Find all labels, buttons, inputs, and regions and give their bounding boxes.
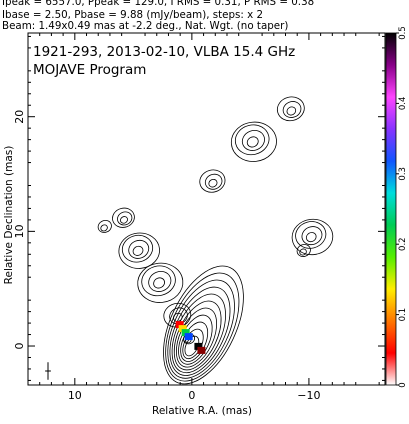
jet-contour bbox=[230, 121, 277, 162]
polarization-patch bbox=[197, 346, 206, 354]
y-tick-label: 0 bbox=[13, 343, 26, 350]
jet-contour bbox=[276, 96, 305, 122]
header-stats-line: Ipeak = 6557.0, Ppeak = 129.0, I RMS = 0… bbox=[2, 0, 315, 8]
jet-contour bbox=[141, 265, 176, 297]
y-axis-label: Relative Declination (mas) bbox=[3, 146, 15, 285]
jet-contour bbox=[117, 211, 133, 226]
core-contour bbox=[165, 272, 240, 382]
plot-title: 1921-293, 2013-02-10, VLBA 15.4 GHz bbox=[33, 44, 295, 60]
jet-contour bbox=[137, 262, 184, 303]
polarization-overlay bbox=[175, 321, 206, 354]
jet-contour bbox=[100, 224, 108, 232]
jet-contour bbox=[153, 277, 165, 289]
jet-contour bbox=[291, 218, 334, 256]
colorbar-tick-label: 0.5 bbox=[398, 26, 408, 40]
colorbar-tick-label: 0.2 bbox=[398, 237, 408, 251]
colorbar-tick-label: 0 bbox=[398, 382, 408, 387]
header-beam-line: Beam: 1.49x0.49 mas at -2.2 deg., Nat. W… bbox=[2, 20, 289, 32]
jet-contour bbox=[282, 101, 302, 118]
colorbar-tick-label: 0.1 bbox=[398, 308, 408, 322]
jet-contour bbox=[234, 124, 270, 156]
x-tick-label: 0 bbox=[188, 389, 195, 402]
jet-contour bbox=[118, 232, 160, 269]
polarization-patch bbox=[175, 321, 184, 329]
polarization-patch bbox=[194, 342, 203, 350]
jet-contour bbox=[97, 220, 112, 233]
colorbar-tick-label: 0.3 bbox=[398, 167, 408, 181]
jet-contour bbox=[204, 173, 223, 190]
contour-lines bbox=[97, 96, 334, 385]
jet-contour bbox=[128, 239, 150, 259]
jet-contour bbox=[295, 221, 327, 249]
y-tick-label: 10 bbox=[13, 224, 26, 238]
jet-contour bbox=[299, 248, 307, 256]
plot-subtitle: MOJAVE Program bbox=[33, 62, 146, 78]
header-base-line: Ibase = 2.50, Pbase = 9.88 (mJy/beam), s… bbox=[2, 9, 264, 21]
plot-frame bbox=[27, 32, 386, 386]
plot-border bbox=[27, 32, 386, 386]
colorbar: 0 0.1 0.2 0.3 0.4 0.5 bbox=[385, 26, 408, 388]
jet-contour bbox=[296, 244, 311, 257]
polarization-patch bbox=[181, 329, 190, 337]
jet-contour bbox=[301, 226, 323, 246]
jet-contour bbox=[120, 216, 128, 224]
core-contour bbox=[163, 265, 244, 385]
jet-contour bbox=[241, 130, 265, 151]
jet-contour bbox=[246, 136, 259, 148]
x-tick-label: −10 bbox=[297, 389, 320, 402]
jet-contour bbox=[208, 178, 218, 188]
axis-ticks: 10 0 −10 0 10 20 bbox=[13, 33, 385, 402]
y-tick-label: 20 bbox=[13, 110, 26, 124]
colorbar-bar bbox=[385, 32, 397, 386]
core-contour bbox=[169, 286, 231, 376]
polarization-patch bbox=[178, 325, 187, 333]
x-tick-label: 10 bbox=[68, 389, 82, 402]
jet-contour bbox=[173, 312, 183, 322]
polarization-patch bbox=[184, 333, 193, 341]
jet-contour bbox=[286, 106, 297, 116]
jet-contour bbox=[199, 169, 226, 193]
jet-contour bbox=[305, 232, 317, 243]
jet-contour bbox=[121, 234, 154, 263]
jet-contour bbox=[148, 271, 172, 292]
x-axis-label: Relative R.A. (mas) bbox=[152, 405, 252, 417]
core-contour bbox=[167, 279, 235, 379]
jet-contour bbox=[132, 245, 144, 256]
beam-marker bbox=[45, 362, 51, 380]
jet-contour bbox=[112, 207, 135, 228]
colorbar-tick-label: 0.4 bbox=[398, 97, 408, 111]
